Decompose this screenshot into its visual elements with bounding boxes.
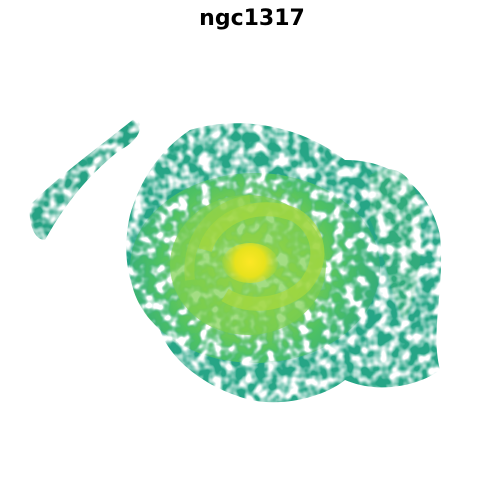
galaxy-disk (130, 173, 380, 363)
image-title: ngc1317 (199, 6, 305, 31)
